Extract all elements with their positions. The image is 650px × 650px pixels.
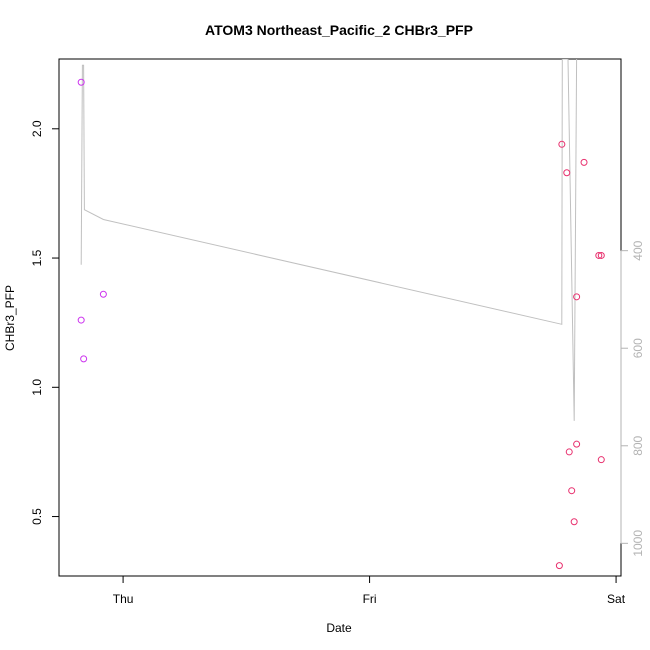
pressure-layer	[81, 59, 576, 421]
y-tick-label: 1.5	[30, 249, 44, 266]
x-tick-label: Sat	[607, 592, 626, 606]
y2-tick-label: 800	[631, 435, 645, 455]
y-axis-label: CHBr3_PFP	[3, 285, 17, 351]
data-point	[598, 457, 604, 463]
data-point	[566, 449, 572, 455]
y-tick-label: 1.0	[30, 379, 44, 396]
y2-tick-label: 400	[631, 240, 645, 260]
data-point	[574, 441, 580, 447]
pressure-line	[81, 59, 576, 421]
data-point	[564, 170, 570, 176]
x-tick-label: Fri	[363, 592, 377, 606]
y-tick-label: 0.5	[30, 508, 44, 525]
data-point	[81, 356, 87, 362]
plot-frame	[59, 59, 621, 576]
data-point	[556, 563, 562, 569]
data-point	[78, 317, 84, 323]
y-tick-label: 2.0	[30, 120, 44, 137]
y2-tick-label: 600	[631, 338, 645, 358]
x-axis: Thu Fri Sat	[113, 576, 626, 606]
y2-tick-label: 1000	[631, 530, 645, 557]
data-point	[571, 519, 577, 525]
x-tick-label: Thu	[113, 592, 134, 606]
points-layer	[78, 79, 604, 568]
chart-title: ATOM3 Northeast_Pacific_2 CHBr3_PFP	[205, 22, 473, 38]
y-axis: 0.5 1.0 1.5 2.0	[30, 120, 59, 525]
data-point	[100, 291, 106, 297]
data-point	[581, 159, 587, 165]
y2-axis: 400 600 800 1000	[621, 240, 645, 556]
data-point	[569, 488, 575, 494]
x-axis-label: Date	[326, 621, 352, 635]
